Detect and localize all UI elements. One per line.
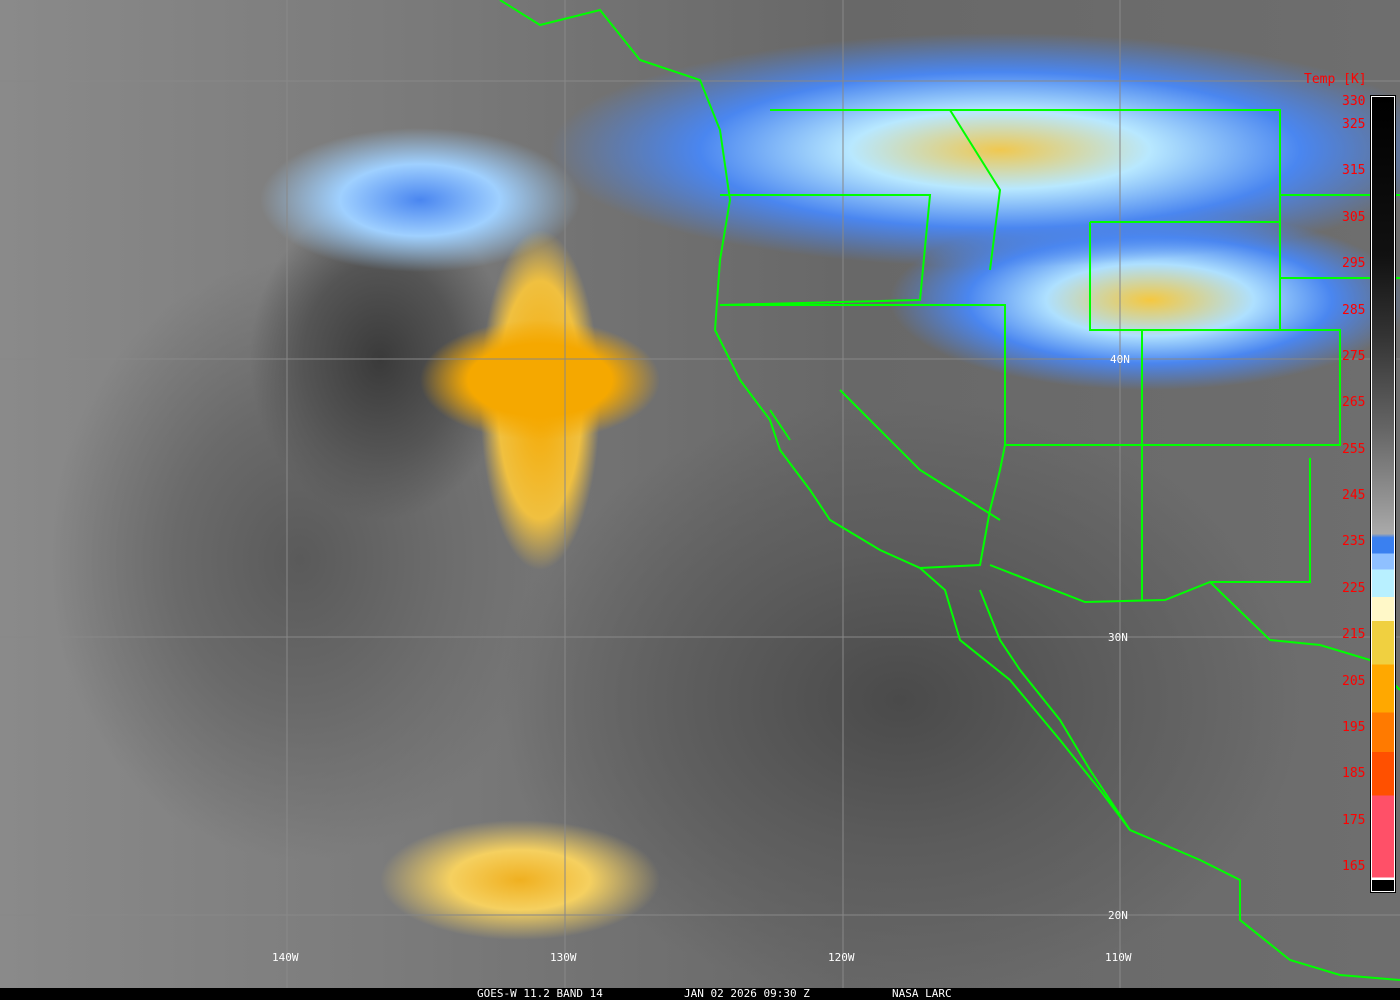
- colorbar-tick-label: 315: [1342, 163, 1366, 178]
- colorbar-tick-label: 205: [1342, 674, 1366, 689]
- colorbar-tick-label: 255: [1342, 442, 1366, 457]
- colorbar-title: Temp [K]: [1304, 72, 1367, 87]
- colorbar-tick-label: 295: [1342, 256, 1366, 271]
- colorbar-tick-label: 275: [1342, 349, 1366, 364]
- colorbar-tick-label: 185: [1342, 766, 1366, 781]
- colorbar-tick-label: 330: [1342, 94, 1366, 109]
- colorbar-tick-label: 245: [1342, 488, 1366, 503]
- colorbar-tick-label: 325: [1342, 117, 1366, 132]
- credit-label: NASA LARC: [892, 987, 952, 1000]
- datetime-label: JAN 02 2026 09:30 Z: [684, 987, 810, 1000]
- colorbar-tick-label: 215: [1342, 627, 1366, 642]
- colorbar-tick-label: 265: [1342, 395, 1366, 410]
- lon-label-140w: 140W: [272, 951, 299, 964]
- colorbar-tick-label: 225: [1342, 581, 1366, 596]
- colorbar-tick-label: 235: [1342, 534, 1366, 549]
- colorbar-tick-label: 165: [1342, 859, 1366, 874]
- colorbar-tick-label: 305: [1342, 210, 1366, 225]
- lon-label-130w: 130W: [550, 951, 577, 964]
- lat-label-40n: 40N: [1110, 353, 1130, 366]
- colorbar-tick-label: 285: [1342, 303, 1366, 318]
- lon-label-120w: 120W: [828, 951, 855, 964]
- coastlines-borders: [499, 0, 1400, 981]
- lat-label-20n: 20N: [1108, 909, 1128, 922]
- image-caption-bar: GOES-W 11.2 BAND 14 JAN 02 2026 09:30 Z …: [0, 988, 1400, 1000]
- temperature-colorbar: [1371, 96, 1395, 892]
- lon-label-110w: 110W: [1105, 951, 1132, 964]
- lat-label-30n: 30N: [1108, 631, 1128, 644]
- colorbar-tick-label: 195: [1342, 720, 1366, 735]
- sensor-label: GOES-W 11.2 BAND 14: [477, 987, 603, 1000]
- colorbar-tick-label: 175: [1342, 813, 1366, 828]
